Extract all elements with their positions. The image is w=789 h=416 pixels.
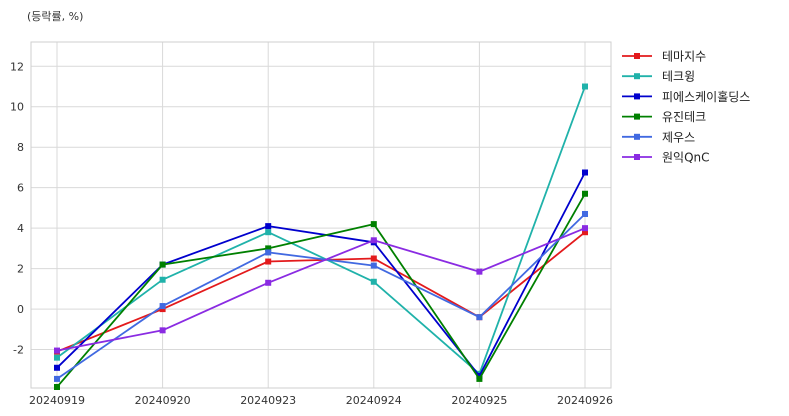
y-tick-label: 2 [17, 263, 24, 276]
data-point [370, 221, 377, 228]
data-point [265, 249, 272, 256]
y-tick-label: 4 [17, 222, 24, 235]
y-tick-label: 6 [17, 182, 24, 195]
data-point [370, 237, 377, 244]
legend-item: 테마지수 [622, 50, 706, 64]
series-line [56, 193, 586, 388]
axis-labels: 20240919 20240920 20240923 20240924 20240925… [10, 60, 613, 407]
legend-item: 원익QnC [622, 151, 710, 165]
legend-item: 피에스케이홀딩스 [622, 90, 750, 104]
data-point [582, 169, 588, 176]
series-group [54, 190, 588, 390]
data-point [265, 279, 272, 286]
series-layer [54, 83, 588, 390]
data-point [54, 383, 60, 390]
data-point [54, 347, 60, 354]
legend-marker [634, 113, 640, 120]
plot-frame [30, 41, 612, 389]
legend-item: 유진테크 [622, 110, 706, 124]
legend-marker [634, 133, 640, 140]
legend-item: 테크윙 [622, 70, 695, 84]
data-point [159, 306, 166, 313]
data-point [582, 229, 588, 236]
data-point [265, 258, 272, 265]
x-tick-label: 20240920 [135, 394, 191, 407]
data-point [582, 83, 588, 90]
data-point [159, 261, 166, 268]
series-line [56, 213, 586, 380]
series-group [54, 169, 588, 379]
data-point [370, 255, 377, 262]
data-point [159, 327, 166, 334]
series-line [56, 172, 586, 377]
data-point [582, 225, 588, 232]
data-point [476, 372, 483, 379]
data-point [370, 262, 377, 269]
data-point [54, 354, 60, 361]
legend-marker [634, 73, 640, 80]
legend-label: 원익QnC [662, 151, 710, 165]
y-tick-label: 12 [10, 60, 24, 73]
y-tick-label: 0 [17, 303, 24, 316]
x-tick-label: 20240926 [557, 394, 613, 407]
series-group [54, 210, 588, 382]
legend-label: 테마지수 [662, 50, 706, 64]
data-point [265, 223, 272, 230]
series-line [56, 231, 586, 353]
series-group [54, 225, 588, 354]
data-point [159, 303, 166, 310]
series-line [56, 86, 586, 375]
legend-marker [634, 93, 640, 100]
y-tick-label: 10 [10, 101, 24, 114]
y-tick-label: -2 [13, 344, 24, 357]
unit-label: (등락률, %) [27, 10, 83, 23]
legend-marker [634, 154, 640, 160]
x-tick-label: 20240925 [451, 394, 507, 407]
data-point [159, 276, 166, 283]
x-tick-label: 20240924 [346, 394, 402, 407]
data-point [265, 245, 272, 252]
legend-label: 유진테크 [662, 110, 706, 124]
data-point [370, 278, 377, 285]
y-tick-label: 8 [17, 141, 24, 154]
data-point [476, 314, 483, 321]
data-point [582, 190, 588, 197]
legend-label: 피에스케이홀딩스 [662, 90, 750, 104]
series-line [56, 227, 586, 352]
data-point [476, 268, 483, 275]
data-point [265, 229, 272, 236]
data-point [582, 210, 588, 217]
x-tick-label: 20240919 [29, 394, 85, 407]
legend-item: 제우스 [622, 130, 695, 144]
legend-marker [634, 53, 640, 59]
legend-label: 테크윙 [662, 70, 695, 84]
data-point [476, 375, 483, 382]
x-tick-label: 20240923 [240, 394, 296, 407]
series-group [54, 83, 588, 377]
data-point [54, 364, 60, 371]
legend-label: 제우스 [662, 130, 695, 144]
data-point [54, 375, 60, 382]
